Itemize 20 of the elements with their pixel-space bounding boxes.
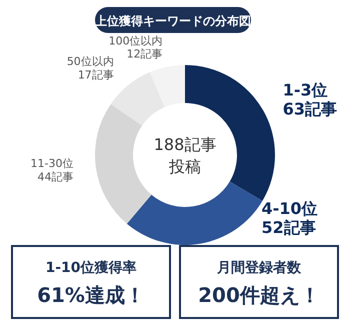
donut-slice bbox=[95, 104, 152, 224]
text: 200件超え！ bbox=[198, 283, 320, 307]
chart-title: 上位獲得キーワードの分布図 bbox=[94, 14, 251, 28]
slice-label: 4-10位 bbox=[262, 199, 318, 218]
text: 投稿 bbox=[168, 157, 201, 176]
data-label: 12記事 bbox=[126, 47, 163, 60]
slice-label: 50位以内 bbox=[66, 55, 114, 68]
slice-label: 1-3位 bbox=[282, 80, 328, 100]
text: 188記事 bbox=[154, 135, 216, 154]
donut-slice bbox=[185, 65, 275, 201]
donut-slice bbox=[126, 182, 262, 245]
slice-label: 11-30位 bbox=[30, 157, 74, 170]
text: 1-10位獲得率 bbox=[45, 259, 137, 276]
text: 月間登録者数 bbox=[216, 260, 302, 276]
data-label: 17記事 bbox=[78, 68, 114, 82]
text: 61%達成！ bbox=[37, 283, 145, 307]
data-label: 52記事 bbox=[262, 218, 316, 238]
slice-label: 100位以内 bbox=[108, 34, 163, 48]
data-label: 44記事 bbox=[38, 170, 74, 184]
data-label: 63記事 bbox=[282, 99, 338, 118]
